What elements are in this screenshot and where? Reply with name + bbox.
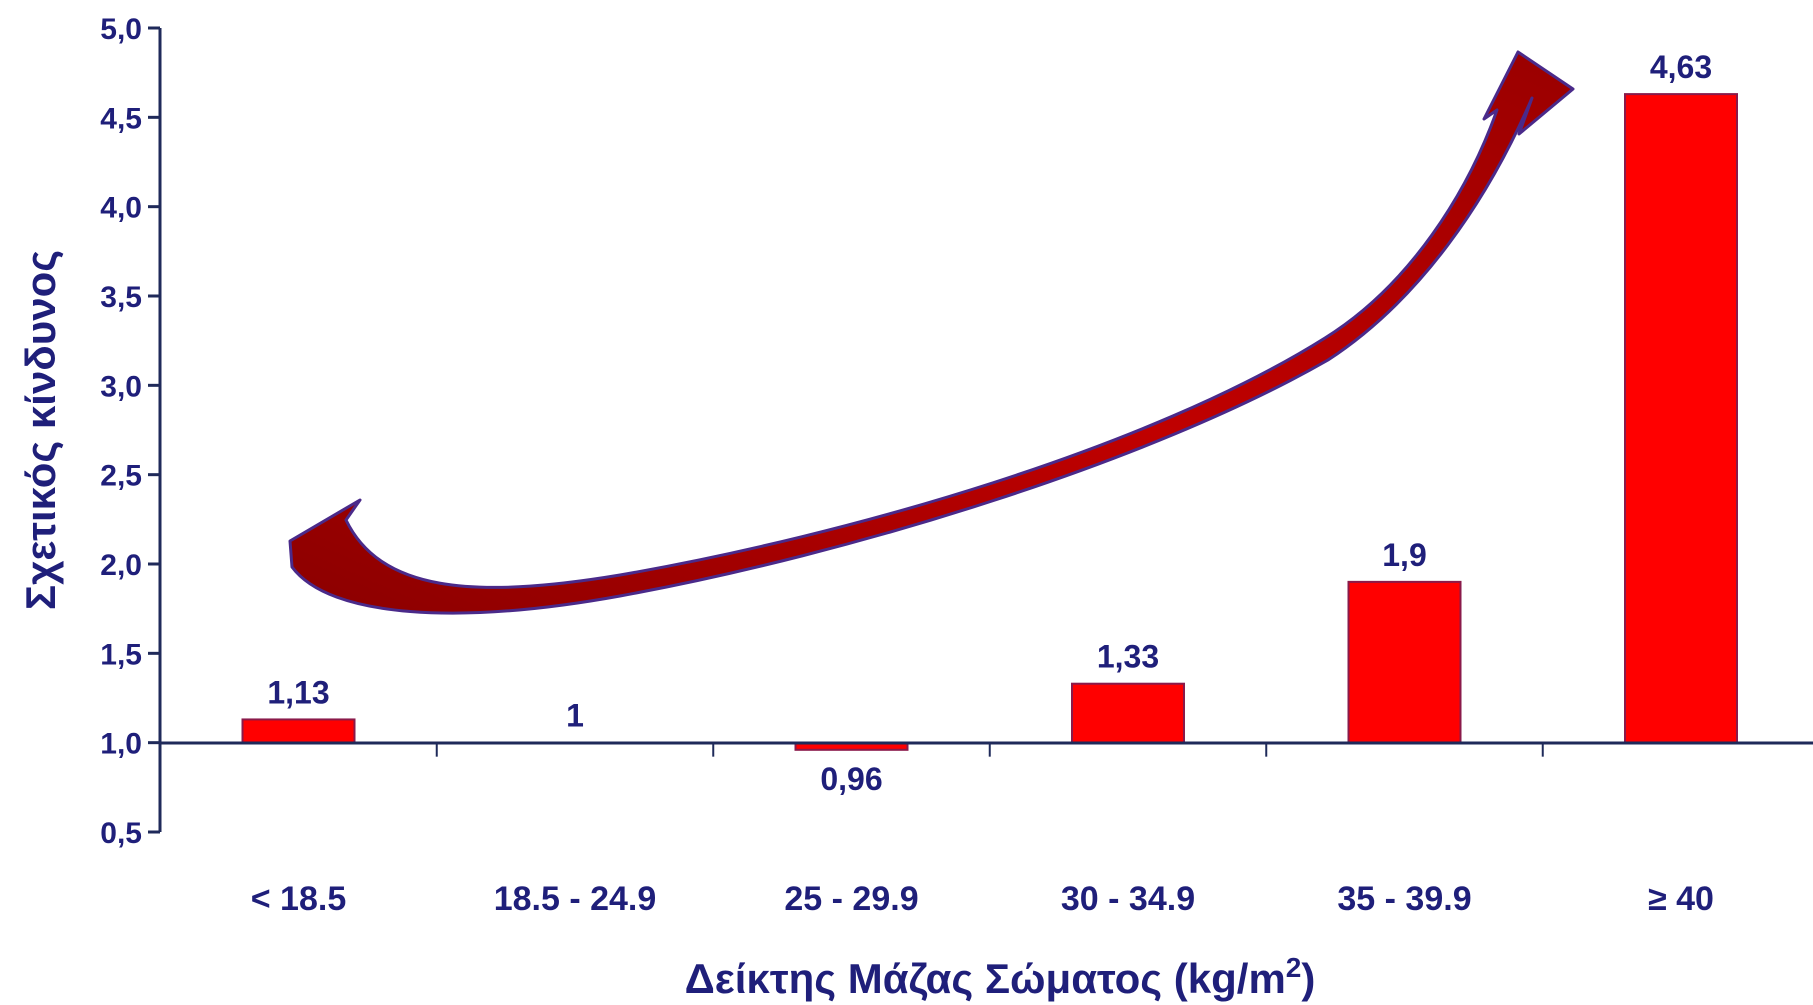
y-tick-label: 2,5 <box>100 460 142 493</box>
x-tick-label: < 18.5 <box>251 880 346 918</box>
trend-arrow <box>288 50 1575 615</box>
y-tick-label: 3,5 <box>100 281 142 314</box>
x-axis-title-superscript: 2 <box>1286 952 1302 983</box>
bar-value-label: 1 <box>566 698 584 734</box>
y-tick-label: 1,0 <box>100 728 142 761</box>
bar-value-label: 0,96 <box>820 761 882 797</box>
bar-value-label: 1,9 <box>1382 537 1426 573</box>
y-tick-label: 2,0 <box>100 549 142 582</box>
y-axis-ticks: 0,5 1,0 1,5 2,0 2,5 3,0 3,5 4,0 4,5 5,0 <box>100 13 160 850</box>
bar <box>1347 580 1462 744</box>
x-tick-label: 18.5 - 24.9 <box>494 880 657 918</box>
y-tick-label: 5,0 <box>100 13 142 46</box>
x-tick-label: 25 - 29.9 <box>784 880 918 918</box>
x-axis-title-text: Δείκτης Μάζας Σώματος (kg/m <box>685 955 1286 1002</box>
x-axis-title-suffix: ) <box>1301 955 1315 1002</box>
y-tick-label: 3,0 <box>100 370 142 403</box>
x-axis-ticks: < 18.5 18.5 - 24.9 25 - 29.9 30 - 34.9 35 - … <box>251 742 1714 918</box>
y-tick-label: 4,5 <box>100 102 142 135</box>
bar-value-label: 1,13 <box>267 674 329 710</box>
y-tick-label: 0,5 <box>100 817 142 850</box>
bar <box>1071 682 1185 744</box>
y-tick-label: 4,0 <box>100 192 142 225</box>
bars <box>241 93 1738 751</box>
x-tick-label: 35 - 39.9 <box>1337 880 1471 918</box>
y-axis-title: Σχετικός κίνδυνος <box>17 250 64 610</box>
y-tick-label: 1,5 <box>100 638 142 671</box>
bar-value-label: 4,63 <box>1650 49 1712 85</box>
x-tick-label: 30 - 34.9 <box>1061 880 1195 918</box>
bar <box>1624 93 1738 744</box>
x-axis-title: Δείκτης Μάζας Σώματος (kg/m2) <box>685 952 1316 1002</box>
bar <box>241 718 356 744</box>
x-tick-label: ≥ 40 <box>1648 880 1714 918</box>
data-labels: 1,13 1 0,96 1,33 1,9 4,63 <box>267 49 1712 797</box>
bar-value-label: 1,33 <box>1097 639 1159 675</box>
